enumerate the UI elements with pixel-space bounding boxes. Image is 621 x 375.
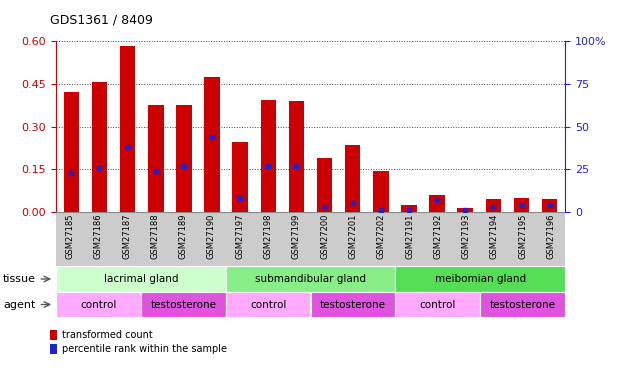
Bar — [373, 171, 389, 212]
Bar — [120, 45, 135, 212]
Text: lacrimal gland: lacrimal gland — [104, 274, 178, 284]
Bar — [317, 158, 332, 212]
Text: GSM27186: GSM27186 — [94, 214, 103, 260]
Bar — [289, 101, 304, 212]
Text: submandibular gland: submandibular gland — [255, 274, 366, 284]
Text: testosterone: testosterone — [150, 300, 216, 309]
Text: transformed count: transformed count — [62, 330, 153, 340]
Text: GSM27192: GSM27192 — [433, 214, 442, 259]
Text: GSM27190: GSM27190 — [207, 214, 216, 259]
Text: GSM27197: GSM27197 — [235, 214, 244, 259]
Bar — [345, 145, 360, 212]
Text: GSM27185: GSM27185 — [66, 214, 75, 259]
Text: control: control — [80, 300, 117, 309]
Text: meibomian gland: meibomian gland — [435, 274, 526, 284]
Text: GSM27198: GSM27198 — [263, 214, 273, 259]
Bar — [148, 105, 163, 212]
Bar — [486, 199, 501, 212]
Bar — [401, 205, 417, 212]
Text: GSM27196: GSM27196 — [546, 214, 555, 259]
Text: GSM27193: GSM27193 — [461, 214, 471, 259]
Bar — [232, 142, 248, 212]
Bar — [63, 93, 79, 212]
Text: GDS1361 / 8409: GDS1361 / 8409 — [50, 13, 153, 26]
Text: GSM27189: GSM27189 — [179, 214, 188, 259]
Bar — [514, 198, 529, 212]
Text: GSM27200: GSM27200 — [320, 214, 329, 259]
Text: GSM27199: GSM27199 — [292, 214, 301, 259]
Bar — [176, 105, 192, 212]
Bar — [458, 208, 473, 212]
Text: GSM27187: GSM27187 — [122, 214, 131, 260]
Bar — [204, 77, 220, 212]
Text: GSM27191: GSM27191 — [405, 214, 414, 259]
Text: GSM27202: GSM27202 — [377, 214, 386, 259]
Text: GSM27188: GSM27188 — [150, 214, 160, 260]
Text: control: control — [420, 300, 456, 309]
Text: testosterone: testosterone — [320, 300, 386, 309]
Text: percentile rank within the sample: percentile rank within the sample — [62, 344, 227, 354]
Bar — [429, 195, 445, 212]
Text: GSM27195: GSM27195 — [518, 214, 527, 259]
Text: GSM27194: GSM27194 — [490, 214, 499, 259]
Bar — [542, 199, 558, 212]
Text: tissue: tissue — [3, 274, 36, 284]
Text: testosterone: testosterone — [490, 300, 556, 309]
Bar — [92, 82, 107, 212]
Bar — [261, 99, 276, 212]
Text: GSM27201: GSM27201 — [348, 214, 358, 259]
Text: control: control — [250, 300, 286, 309]
Text: agent: agent — [3, 300, 35, 309]
